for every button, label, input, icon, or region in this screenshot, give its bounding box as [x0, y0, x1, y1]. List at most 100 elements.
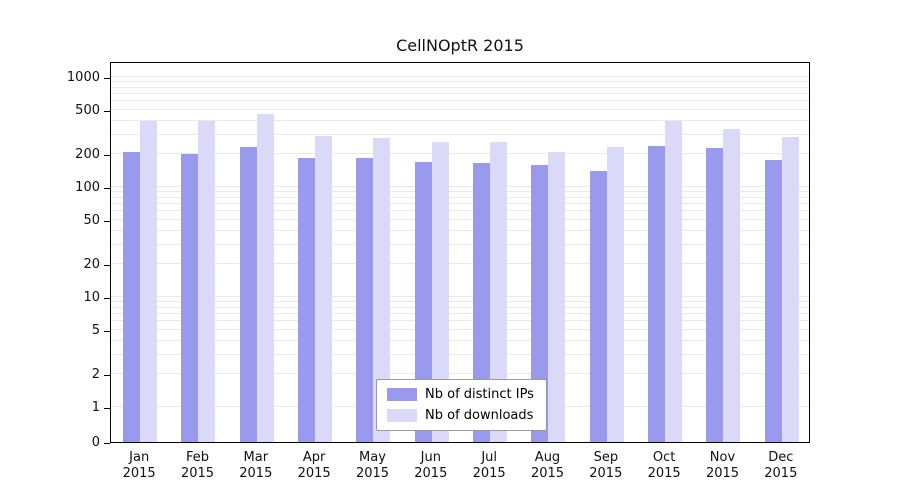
gridline — [111, 196, 809, 198]
bar-apr-downloads — [315, 136, 333, 442]
legend-row-downloads: Nb of downloads — [387, 408, 534, 423]
legend: Nb of distinct IPs Nb of downloads — [376, 379, 547, 431]
bar-aug-downloads — [548, 151, 566, 442]
bar-nov-downloads — [723, 128, 741, 442]
y-tick-label-1000: 1000 — [66, 70, 100, 85]
bar-group-sep — [578, 63, 636, 442]
bar-jun-distinct-ips — [414, 161, 432, 442]
y-tick-label-500: 500 — [75, 103, 100, 119]
gridline — [111, 313, 809, 315]
bar-group-may — [344, 63, 402, 442]
bar-group-nov — [694, 63, 752, 442]
gridline — [111, 306, 809, 308]
gridline — [111, 210, 809, 212]
bar-feb-distinct-ips — [181, 153, 199, 442]
gridline — [111, 119, 809, 121]
bar-mar-downloads — [256, 114, 274, 442]
bar-jan-downloads — [140, 120, 158, 442]
bar-aug-distinct-ips — [531, 164, 549, 442]
bar-jun-downloads — [431, 142, 449, 442]
bar-mar-distinct-ips — [239, 147, 257, 442]
y-tick-label-100: 100 — [75, 180, 100, 195]
x-tick-label-jan: Jan 2015 — [122, 450, 156, 481]
bar-group-oct — [636, 63, 694, 442]
gridline — [111, 86, 809, 88]
gridline — [111, 109, 809, 111]
gridline — [111, 329, 809, 331]
bar-may-downloads — [373, 137, 391, 442]
legend-row-ips: Nb of distinct IPs — [387, 387, 534, 402]
chart-title: CellNOptR 2015 — [396, 36, 524, 55]
bar-nov-distinct-ips — [706, 148, 724, 442]
gridline — [111, 243, 809, 245]
bar-feb-downloads — [198, 120, 216, 442]
bar-dec-downloads — [781, 136, 799, 442]
gridline — [111, 219, 809, 221]
bar-sep-downloads — [606, 147, 624, 442]
gridline — [111, 229, 809, 231]
y-tick-label-10: 10 — [83, 290, 100, 305]
gridline — [111, 76, 809, 77]
bar-jan-distinct-ips — [123, 151, 141, 442]
y-tick-mark — [104, 264, 110, 266]
y-tick-label-1: 1 — [91, 400, 100, 415]
y-tick-mark — [104, 78, 110, 79]
bar-jul-downloads — [490, 142, 508, 442]
gridline — [111, 186, 809, 187]
bar-oct-downloads — [665, 120, 683, 442]
y-tick-label-20: 20 — [83, 256, 100, 272]
bar-group-feb — [169, 63, 227, 442]
bar-group-jun — [403, 63, 461, 442]
bar-group-dec — [753, 63, 811, 442]
x-tick-label-feb: Feb 2015 — [180, 450, 215, 481]
bar-group-mar — [228, 63, 286, 442]
bar-apr-distinct-ips — [298, 157, 316, 442]
y-tick-mark — [104, 374, 110, 376]
x-tick-label-jun: Jun 2015 — [414, 450, 448, 481]
gridline — [111, 372, 809, 374]
gridline — [111, 100, 809, 102]
y-tick-label-5: 5 — [91, 323, 100, 339]
bar-oct-distinct-ips — [648, 146, 666, 442]
gridline — [111, 152, 809, 154]
gridline — [111, 262, 809, 264]
x-tick-label-dec: Dec 2015 — [764, 450, 798, 481]
gridline — [111, 320, 809, 322]
bar-jul-distinct-ips — [473, 163, 491, 442]
legend-swatch-downloads — [387, 409, 417, 422]
gridline — [111, 339, 809, 341]
y-tick-mark — [104, 408, 110, 409]
bar-sep-distinct-ips — [589, 170, 607, 442]
gridline — [111, 203, 809, 205]
bar-group-jan — [111, 63, 169, 442]
y-tick-mark — [104, 443, 110, 444]
x-tick-label-aug: Aug 2015 — [530, 450, 565, 481]
legend-label-distinct-ips: Nb of distinct IPs — [425, 387, 534, 402]
y-tick-label-2: 2 — [91, 366, 100, 382]
x-tick-label-jul: Jul 2015 — [472, 450, 506, 481]
y-tick-label-200: 200 — [75, 146, 100, 162]
bar-group-apr — [286, 63, 344, 442]
bar-may-distinct-ips — [356, 157, 374, 442]
y-tick-mark — [104, 221, 110, 223]
gridline — [111, 296, 809, 297]
x-tick-label-oct: Oct 2015 — [647, 450, 681, 481]
bar-group-jul — [461, 63, 519, 442]
gridline — [111, 353, 809, 355]
legend-label-downloads: Nb of downloads — [425, 408, 534, 423]
bar-dec-distinct-ips — [764, 160, 782, 442]
y-tick-mark — [104, 188, 110, 189]
gridline — [111, 191, 809, 193]
y-tick-label-0: 0 — [91, 435, 100, 450]
gridline — [111, 133, 809, 135]
plot-area: Nb of distinct IPs Nb of downloads — [110, 62, 810, 443]
legend-swatch-distinct-ips — [387, 388, 417, 401]
gridline — [111, 93, 809, 95]
x-tick-label-apr: Apr 2015 — [297, 450, 331, 481]
x-tick-label-sep: Sep 2015 — [589, 450, 623, 481]
x-tick-label-nov: Nov 2015 — [705, 450, 740, 481]
gridline — [111, 301, 809, 303]
x-tick-label-mar: Mar 2015 — [239, 450, 273, 481]
y-tick-label-50: 50 — [83, 213, 100, 229]
